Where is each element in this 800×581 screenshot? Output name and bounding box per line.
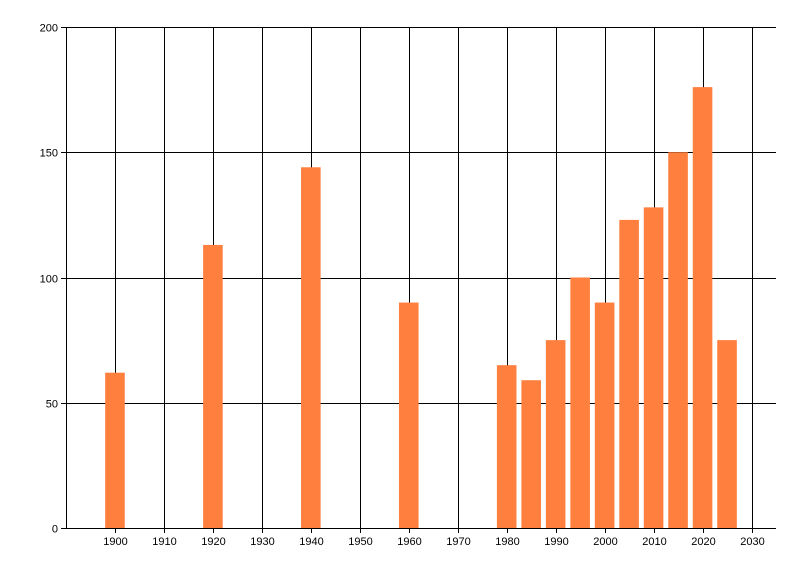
bar bbox=[717, 340, 737, 528]
x-tick-label: 1990 bbox=[544, 536, 568, 548]
x-tick-label: 2010 bbox=[642, 536, 666, 548]
x-tick-label: 1980 bbox=[495, 536, 519, 548]
bar bbox=[496, 365, 517, 528]
x-tick-label: 1970 bbox=[446, 536, 470, 548]
bar bbox=[301, 167, 321, 528]
bar bbox=[692, 87, 713, 529]
x-tick-label: 1960 bbox=[397, 536, 421, 548]
bar bbox=[521, 380, 541, 528]
bars bbox=[105, 87, 737, 529]
x-tick-label: 1950 bbox=[348, 536, 372, 548]
bar bbox=[594, 302, 615, 528]
x-tick-label: 2000 bbox=[593, 536, 617, 548]
y-tick-label: 100 bbox=[40, 274, 58, 286]
x-tick-label: 1920 bbox=[201, 536, 225, 548]
y-tick-label: 50 bbox=[46, 399, 58, 411]
bar bbox=[545, 340, 566, 528]
x-axis-ticks: 1900 1910 1920 1930 1940 1950 1960 1970 1980 1990… bbox=[103, 528, 765, 548]
x-tick-label: 1930 bbox=[250, 536, 274, 548]
bar bbox=[619, 219, 639, 528]
bar bbox=[668, 152, 688, 528]
x-tick-label: 1910 bbox=[152, 536, 176, 548]
bar bbox=[203, 244, 223, 528]
axes bbox=[66, 27, 776, 529]
x-tick-label: 2030 bbox=[740, 536, 764, 548]
bar bbox=[570, 277, 590, 528]
x-tick-label: 1940 bbox=[299, 536, 323, 548]
y-axis-ticks: 0 50 100 150 200 bbox=[40, 23, 66, 536]
y-tick-label: 150 bbox=[40, 148, 58, 160]
x-tick-label: 2020 bbox=[691, 536, 715, 548]
x-tick-label: 1900 bbox=[103, 536, 127, 548]
bar bbox=[643, 207, 664, 529]
bar bbox=[398, 302, 419, 528]
bar bbox=[105, 372, 125, 528]
y-tick-label: 0 bbox=[52, 524, 58, 536]
y-tick-label: 200 bbox=[40, 23, 58, 35]
